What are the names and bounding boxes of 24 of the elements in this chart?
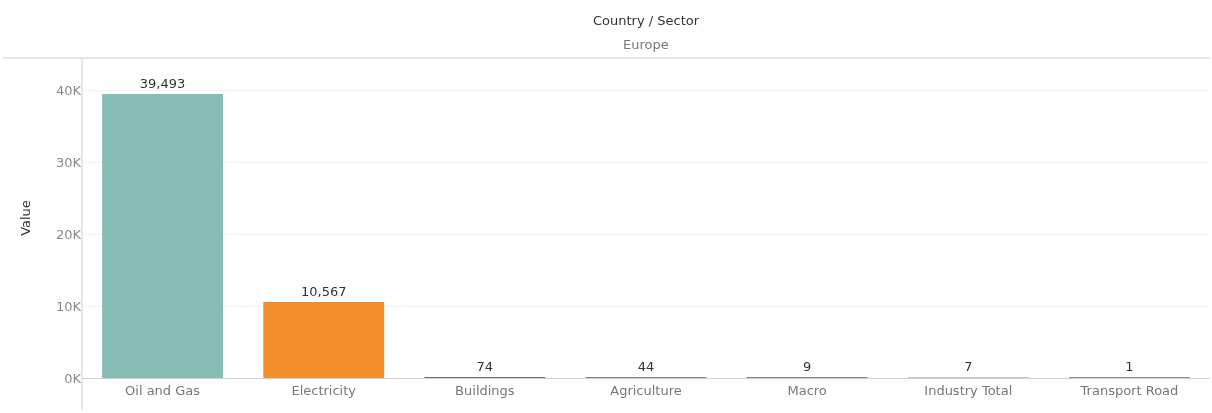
x-tick-label: Buildings [455, 382, 515, 398]
data-label: 74 [476, 359, 494, 374]
bar [102, 94, 223, 378]
bar [263, 302, 385, 378]
y-tick-label: 10K [55, 298, 82, 314]
x-tick-label: Transport Road [1079, 382, 1179, 398]
chart-subtitle: Europe [623, 37, 669, 52]
data-label: 1 [1125, 359, 1134, 374]
y-tick-label: 30K [55, 154, 82, 170]
data-label: 10,567 [300, 284, 347, 300]
data-label: 9 [803, 359, 812, 374]
y-tick-label: 40K [55, 82, 82, 98]
y-axis-title: Value [17, 200, 33, 236]
y-tick-label: 20K [55, 226, 82, 242]
data-label: 44 [637, 359, 655, 374]
x-tick-label: Industry Total [924, 382, 1013, 398]
chart-title: Country / Sector [593, 13, 700, 28]
data-label: 7 [964, 359, 973, 374]
y-tick-label: 0K [64, 370, 82, 386]
data-label: 39,493 [139, 76, 186, 92]
x-tick-label: Agriculture [610, 382, 682, 398]
x-tick-label: Electricity [291, 382, 357, 398]
x-tick-label: Macro [787, 382, 827, 398]
x-tick-label: Oil and Gas [125, 382, 201, 398]
